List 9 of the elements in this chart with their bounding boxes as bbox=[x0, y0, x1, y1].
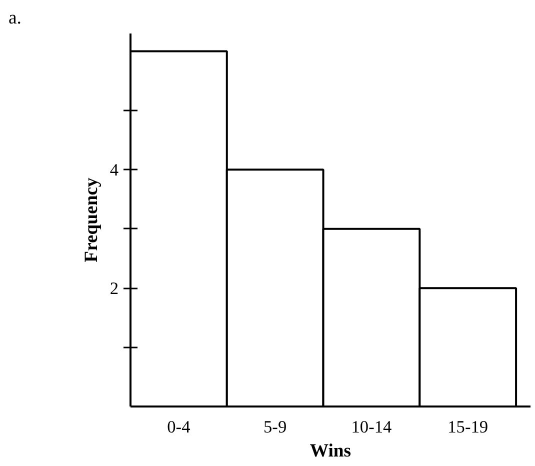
x-tick-label: 10-14 bbox=[351, 418, 392, 436]
x-axis-title: Wins bbox=[310, 440, 352, 462]
y-tick-label: 4 bbox=[110, 160, 119, 180]
x-tick-label: 0-4 bbox=[167, 418, 191, 436]
y-tick-label: 2 bbox=[110, 279, 119, 298]
text: a. bbox=[8, 8, 22, 28]
x-tick-label: 15-19 bbox=[448, 418, 488, 436]
y-axis-title: Frequency bbox=[80, 177, 102, 262]
x-tick-label: 5-9 bbox=[264, 418, 287, 436]
